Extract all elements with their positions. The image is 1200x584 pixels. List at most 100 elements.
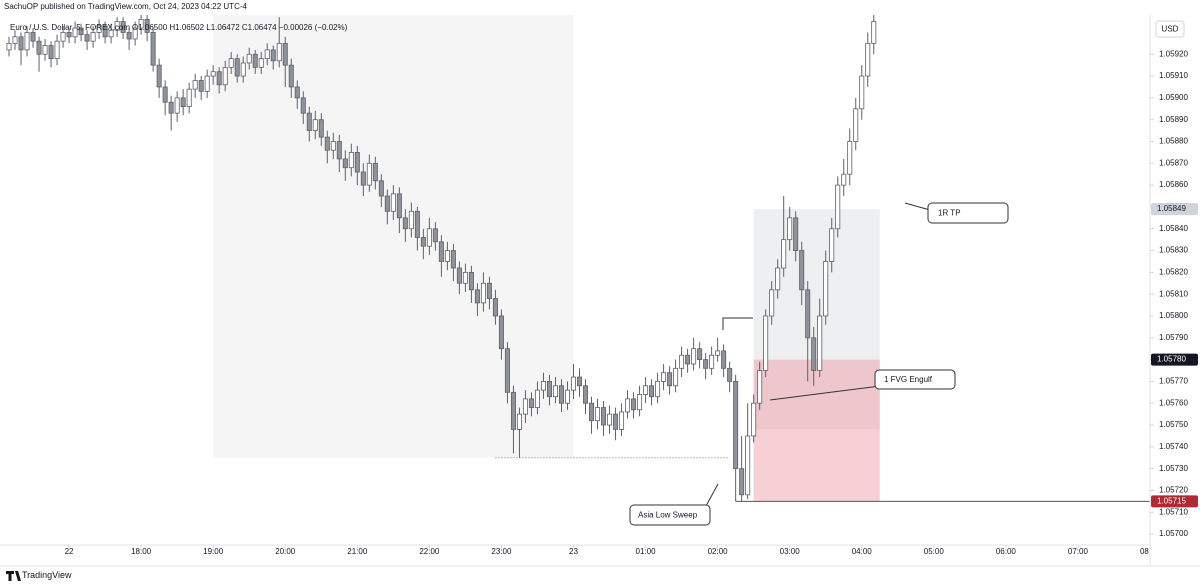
candle-body: [727, 367, 733, 382]
candle-body: [360, 171, 366, 186]
candle-body: [120, 21, 126, 33]
x-tick-label: 18:00: [131, 547, 152, 556]
candle-body: [282, 42, 288, 66]
x-tick-label: 01:00: [636, 547, 657, 556]
callout-pointer: [705, 483, 719, 507]
zone: [753, 209, 880, 430]
candle-body: [769, 289, 775, 317]
candle-body: [691, 348, 697, 365]
callout-box: [629, 504, 711, 526]
x-tick-label: 05:00: [924, 547, 945, 556]
candle-body: [787, 217, 793, 241]
x-tick-label: 23:00: [491, 547, 512, 556]
candle-body: [162, 86, 168, 103]
y-tick-label: 1.05740: [1159, 442, 1188, 451]
candle-body: [799, 250, 805, 291]
x-tick-label: 22:00: [419, 547, 440, 556]
drawings: 1R TP 1 FVG Engulf Asia Low Sweep: [629, 202, 1009, 526]
candle-body: [745, 435, 751, 496]
y-tick-label: 1.05730: [1159, 464, 1188, 473]
ohlc-legend: O1.06500 H1.06502 L1.06472 C1.06474 −0.0…: [132, 23, 348, 32]
candle-body: [6, 42, 12, 51]
candle-body: [378, 180, 384, 197]
candle-body: [601, 407, 607, 426]
candle-body: [558, 385, 564, 404]
candle-body: [318, 119, 324, 138]
candle-body: [384, 195, 390, 212]
candle-body: [649, 385, 655, 398]
y-tick-label: 1.05770: [1159, 377, 1188, 386]
candle-body: [805, 289, 811, 339]
candle-body: [168, 101, 174, 114]
candle-body: [637, 394, 643, 411]
y-tick-label: 1.05710: [1159, 507, 1188, 516]
candle-body: [408, 210, 414, 230]
candle-body: [144, 18, 150, 33]
candle-body: [865, 42, 871, 77]
candle-body: [78, 27, 84, 36]
candle-body: [342, 158, 348, 169]
candle-body: [222, 66, 228, 86]
candle-body: [570, 376, 577, 391]
candle-body: [835, 184, 841, 230]
candle-body: [793, 217, 799, 251]
candle-body: [426, 228, 432, 247]
candle-body: [661, 372, 667, 382]
candle-body: [138, 18, 144, 29]
candle-body: [438, 241, 444, 262]
callout-pointer: [904, 202, 931, 211]
candle-body: [721, 350, 727, 369]
y-tick-label: 1.05840: [1159, 224, 1188, 233]
price-label: 1.05849: [1157, 204, 1186, 213]
candle-body: [444, 250, 450, 262]
candle-body: [336, 141, 342, 160]
y-tick-label: 1.05720: [1159, 486, 1188, 495]
candle-body: [498, 315, 504, 350]
candle-body: [276, 42, 282, 62]
candle-body: [751, 402, 757, 437]
x-tick-label: 20:00: [275, 547, 296, 556]
candle-body: [348, 152, 354, 169]
candle-body: [703, 359, 709, 369]
y-tick-label: 1.05760: [1159, 398, 1188, 407]
candle-body: [456, 267, 462, 284]
candle-body: [252, 53, 258, 68]
candle-body: [300, 97, 306, 114]
candle-body: [480, 282, 486, 304]
candle-body: [102, 25, 108, 38]
y-tick-label: 1.05800: [1159, 311, 1188, 320]
candle-body: [516, 413, 522, 430]
candle-body: [871, 21, 877, 44]
candle-body: [841, 173, 847, 186]
price-label: 1.05715: [1157, 496, 1186, 505]
candle-body: [847, 141, 853, 175]
x-tick-label: 02:00: [708, 547, 729, 556]
candle-body: [733, 381, 739, 470]
zone: [213, 15, 574, 458]
callout-box: [927, 202, 1009, 224]
candle-body: [583, 385, 589, 404]
candle-body: [396, 193, 402, 219]
footer-brand: TradingView: [22, 570, 72, 580]
price-label-bg: [1151, 203, 1198, 216]
candle-body: [739, 468, 745, 496]
candle-body: [420, 237, 426, 247]
candle-body: [589, 402, 595, 422]
candle-body: [667, 372, 673, 387]
candle-body: [354, 152, 360, 173]
candle-body: [540, 381, 546, 391]
candle-body: [108, 29, 114, 38]
candle-body: [619, 411, 625, 430]
candle-body: [240, 62, 246, 77]
callout-text: 1 FVG Engulf: [884, 375, 933, 384]
candle-body: [294, 86, 300, 99]
candle-body: [853, 108, 859, 142]
candle-body: [48, 45, 54, 60]
y-tick-label: 1.05830: [1159, 246, 1188, 255]
candle-body: [210, 71, 216, 77]
candle-body: [546, 381, 552, 398]
candle-body: [534, 389, 540, 408]
candle-body: [697, 348, 703, 361]
y-tick-label: 1.05890: [1159, 115, 1188, 124]
candle-body: [577, 376, 583, 387]
